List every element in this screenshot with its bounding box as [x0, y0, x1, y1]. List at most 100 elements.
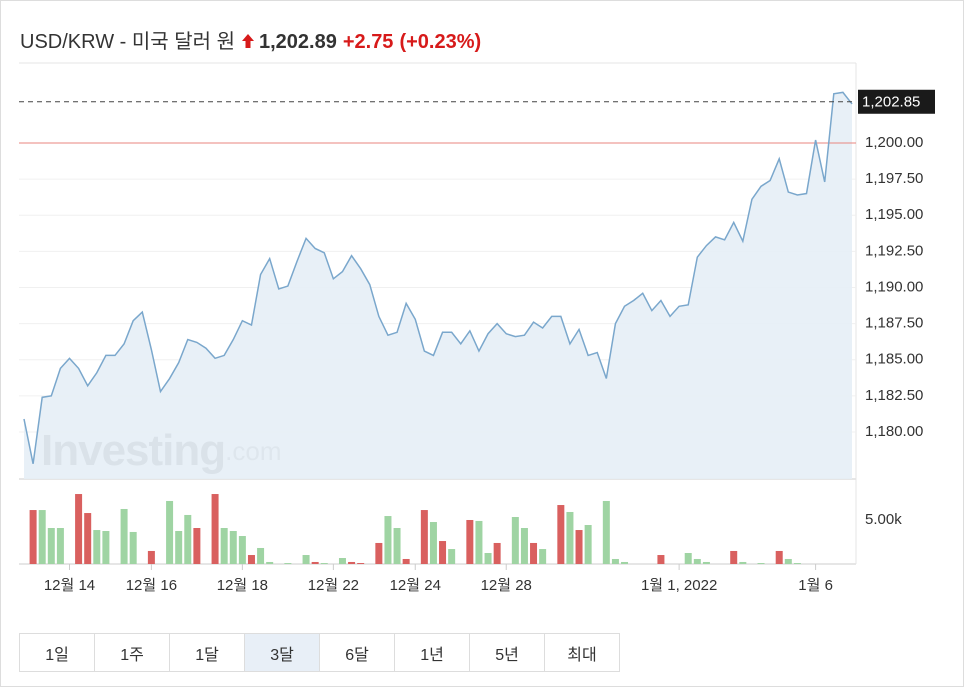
range-button[interactable]: 6달 [319, 633, 395, 672]
volume-tick-label: 5.00k [865, 511, 902, 528]
volume-bar [47, 528, 55, 564]
volume-bar [693, 558, 701, 564]
y-tick-label: 1,195.00 [865, 206, 923, 223]
change: +2.75 [342, 31, 394, 53]
volume-bar [220, 528, 228, 564]
price-area [24, 92, 852, 480]
volume-bar [384, 516, 392, 564]
y-tick-label: 1,180.00 [865, 423, 923, 440]
volume-bar [266, 561, 274, 564]
volume-bar [429, 522, 437, 564]
volume-bar [530, 542, 538, 564]
volume-bar [657, 555, 665, 564]
chart: 1,180.00 1,182.50 1,185.00 1,187.50 1,190.00… [19, 62, 935, 594]
y-tick-label: 1,185.00 [865, 351, 923, 368]
x-tick-label: 12월 28 [481, 577, 532, 594]
volume-bar [129, 531, 137, 564]
range-button[interactable]: 최대 [544, 633, 620, 672]
header: USD/KRW - 미국 달러 원 1,202.89 +2.75 (+0.23%) [20, 25, 487, 54]
volume-bar [238, 536, 246, 564]
change-pct: (+0.23%) [399, 31, 482, 53]
volume-bar [584, 525, 592, 564]
volume-bar [757, 563, 765, 564]
volume-bar [93, 530, 101, 564]
volume-bar [775, 550, 783, 564]
volume-bar [702, 561, 710, 564]
volume-bar [475, 520, 483, 564]
volume-bar [257, 547, 265, 564]
volume-bar [439, 541, 447, 564]
volume-bar [602, 500, 610, 564]
range-button[interactable]: 1달 [169, 633, 245, 672]
volume-bar [229, 530, 237, 564]
price: 1,202.89 [258, 31, 337, 53]
range-button[interactable]: 1주 [94, 633, 170, 672]
volume-bar [193, 528, 201, 564]
volume-bar [448, 549, 456, 564]
volume-bar [175, 530, 183, 564]
volume-bar [375, 542, 383, 564]
volume-bar [302, 555, 310, 564]
x-tick-label: 12월 24 [390, 577, 441, 594]
volume-bar [611, 558, 619, 564]
volume-bar [284, 563, 292, 564]
volume-bar [29, 510, 37, 564]
volume-bar [493, 542, 501, 564]
x-tick-label: 1월 1, 2022 [641, 577, 717, 594]
y-tick-label: 1,182.50 [865, 387, 923, 404]
volume-bar [393, 528, 401, 564]
y-tick-label: 1,192.50 [865, 242, 923, 259]
x-tick-label: 12월 16 [126, 577, 177, 594]
y-tick-label: 1,200.00 [865, 134, 923, 151]
volume-bar [466, 519, 474, 564]
volume-bar [511, 516, 519, 564]
volume-bar [739, 561, 747, 564]
range-button[interactable]: 3달 [244, 633, 320, 672]
volume-bar [38, 510, 46, 564]
volume-bar [539, 549, 547, 564]
x-tick-label: 12월 22 [308, 577, 359, 594]
volume-bar [520, 528, 528, 564]
last-price-box [858, 89, 935, 114]
title: USD/KRW - 미국 달러 원 [20, 31, 235, 53]
last-price-label: 1,202.85 [862, 94, 920, 111]
volume-bar [211, 494, 219, 564]
y-tick-label: 1,197.50 [865, 170, 923, 187]
price-line [23, 91, 853, 464]
volume-bar [357, 563, 365, 564]
volume-bar [484, 552, 492, 564]
x-tick-label: 12월 14 [44, 577, 95, 594]
up-arrow [241, 34, 254, 48]
volume-bar [56, 528, 64, 564]
volume-bar [338, 558, 346, 564]
volume-bar [566, 511, 574, 564]
volume-bar [730, 550, 738, 564]
volume-bar [147, 550, 155, 564]
volume-bar [102, 530, 110, 564]
y-tick-label: 1,190.00 [865, 278, 923, 295]
volume-bar [348, 561, 356, 564]
volume-bar [793, 563, 801, 564]
volume-bar [402, 558, 410, 564]
volume-bar [84, 513, 92, 564]
x-tick-label: 1월 6 [798, 577, 833, 594]
volume-bar [320, 563, 328, 564]
volume-bar [420, 510, 428, 564]
volume-bar [311, 561, 319, 564]
volume-bar [120, 508, 128, 564]
volume-bar [75, 494, 83, 564]
volume-bar [166, 500, 174, 564]
range-button[interactable]: 1일 [19, 633, 95, 672]
volume-bar [784, 558, 792, 564]
volume-bar [557, 505, 565, 564]
range-button[interactable]: 5년 [469, 633, 545, 672]
range-button[interactable]: 1년 [394, 633, 470, 672]
volume-bar [684, 552, 692, 564]
x-tick-label: 12월 18 [217, 577, 268, 594]
volume-bar [184, 514, 192, 564]
range-buttons: 1일 1주 1달 3달 6달 1년 5년 최대 [19, 633, 620, 672]
y-tick-label: 1,187.50 [865, 315, 923, 332]
volume-bar [621, 561, 629, 564]
volume-bar [575, 530, 583, 564]
